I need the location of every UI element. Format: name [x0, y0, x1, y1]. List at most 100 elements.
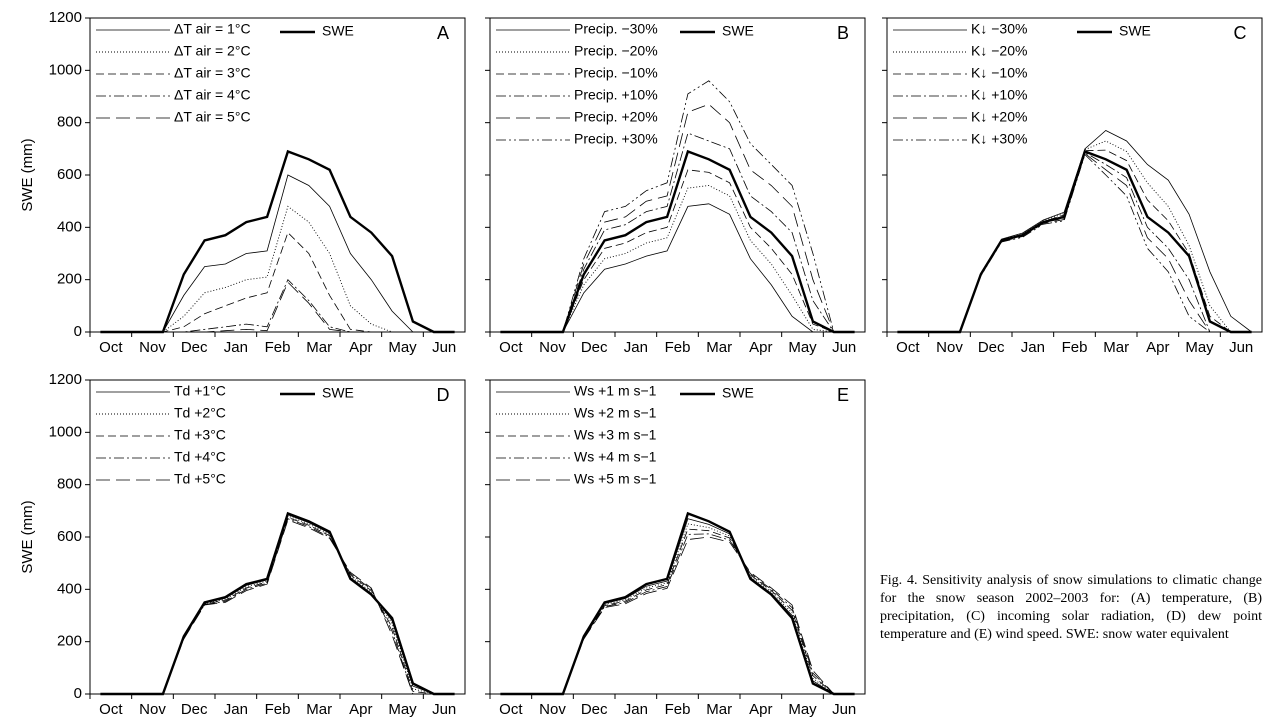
legend-label: K↓ −10%: [971, 65, 1027, 81]
y-tick-label: 1200: [49, 371, 82, 388]
plot-frame: [886, 17, 1263, 333]
legend-label: SWE: [1119, 23, 1151, 39]
x-tick-label: Jun: [432, 701, 456, 718]
legend-label: Ws +5 m s−1: [574, 471, 657, 487]
x-tick-label: Oct: [499, 701, 523, 718]
legend-label: K↓ +30%: [971, 131, 1027, 147]
caption: Fig. 4. Sensitivity analysis of snow sim…: [880, 573, 1262, 642]
y-tick-label: 400: [57, 218, 82, 235]
x-tick-label: May: [388, 701, 417, 718]
series-line: [897, 130, 1252, 333]
legend-label: SWE: [322, 385, 354, 401]
y-tick-label: 1200: [49, 9, 82, 26]
x-tick-label: Apr: [349, 701, 372, 718]
plot-frame: [89, 379, 466, 695]
legend-label: Td +1°C: [174, 383, 226, 399]
x-tick-label: May: [1185, 339, 1214, 356]
series-line: [500, 511, 855, 696]
x-tick-label: Apr: [1146, 339, 1169, 356]
series-line: [100, 149, 455, 334]
series-line: [100, 519, 455, 695]
legend-label: Ws +2 m s−1: [574, 405, 657, 421]
x-tick-label: Oct: [99, 701, 123, 718]
series-line: [500, 103, 855, 333]
x-tick-label: Nov: [539, 339, 566, 356]
y-tick-label: 0: [74, 323, 82, 340]
series-line: [500, 536, 855, 695]
x-tick-label: Nov: [139, 701, 166, 718]
x-tick-label: May: [388, 339, 417, 356]
x-tick-label: Feb: [265, 701, 291, 718]
series-line: [500, 169, 855, 333]
legend-label: Td +5°C: [174, 471, 226, 487]
legend-label: ΔT air = 2°C: [174, 43, 251, 59]
y-axis-label: SWE (mm): [19, 500, 36, 573]
x-tick-label: Dec: [581, 339, 608, 356]
x-tick-label: Dec: [181, 701, 208, 718]
legend-label: Td +4°C: [174, 449, 226, 465]
series-line: [100, 514, 455, 695]
x-tick-label: Feb: [665, 339, 691, 356]
x-tick-label: Nov: [936, 339, 963, 356]
y-tick-label: 200: [57, 633, 82, 650]
series-line: [500, 203, 855, 333]
legend-label: Ws +1 m s−1: [574, 383, 657, 399]
series-line: [100, 205, 455, 333]
x-tick-label: Oct: [896, 339, 920, 356]
x-tick-label: Feb: [1062, 339, 1088, 356]
legend-label: ΔT air = 3°C: [174, 65, 251, 81]
legend-label: Precip. −10%: [574, 65, 658, 81]
x-tick-label: Jan: [224, 339, 248, 356]
legend-label: Precip. −30%: [574, 21, 658, 37]
plot-frame: [89, 17, 466, 333]
panel-label: C: [1234, 23, 1247, 43]
series-line: [500, 523, 855, 695]
legend-label: K↓ +10%: [971, 87, 1027, 103]
x-tick-label: Mar: [706, 339, 732, 356]
x-tick-label: Apr: [349, 339, 372, 356]
x-tick-label: Jan: [624, 339, 648, 356]
series-line: [100, 515, 455, 695]
y-tick-label: 400: [57, 580, 82, 597]
legend-label: SWE: [722, 23, 754, 39]
y-axis-label: SWE (mm): [19, 138, 36, 211]
legend-label: SWE: [722, 385, 754, 401]
y-tick-label: 600: [57, 166, 82, 183]
x-tick-label: Dec: [181, 339, 208, 356]
x-tick-label: Nov: [539, 701, 566, 718]
x-tick-label: Jun: [832, 701, 856, 718]
x-tick-label: Feb: [265, 339, 291, 356]
x-tick-label: Oct: [499, 339, 523, 356]
legend-label: SWE: [322, 23, 354, 39]
x-tick-label: Dec: [581, 701, 608, 718]
x-tick-label: Mar: [706, 701, 732, 718]
x-tick-label: Jan: [1021, 339, 1045, 356]
x-tick-label: Apr: [749, 701, 772, 718]
panel-label: A: [437, 23, 449, 43]
panel-label: D: [437, 385, 450, 405]
series-line: [100, 511, 455, 696]
panel-label: E: [837, 385, 849, 405]
x-tick-label: Jun: [432, 339, 456, 356]
legend-label: Precip. +30%: [574, 131, 658, 147]
x-tick-label: Feb: [665, 701, 691, 718]
legend-label: Precip. −20%: [574, 43, 658, 59]
x-tick-label: Mar: [1103, 339, 1129, 356]
x-tick-label: Mar: [306, 701, 332, 718]
legend-label: K↓ −20%: [971, 43, 1027, 59]
series-line: [500, 132, 855, 333]
x-tick-label: Jan: [624, 701, 648, 718]
legend-label: ΔT air = 5°C: [174, 109, 251, 125]
legend-label: Ws +3 m s−1: [574, 427, 657, 443]
legend-label: Ws +4 m s−1: [574, 449, 657, 465]
series-line: [100, 174, 455, 333]
legend-label: Precip. +20%: [574, 109, 658, 125]
y-tick-label: 800: [57, 476, 82, 493]
legend-label: Precip. +10%: [574, 87, 658, 103]
x-tick-label: Jun: [832, 339, 856, 356]
x-tick-label: May: [788, 701, 817, 718]
x-tick-label: Jan: [224, 701, 248, 718]
plot-frame: [489, 379, 866, 695]
